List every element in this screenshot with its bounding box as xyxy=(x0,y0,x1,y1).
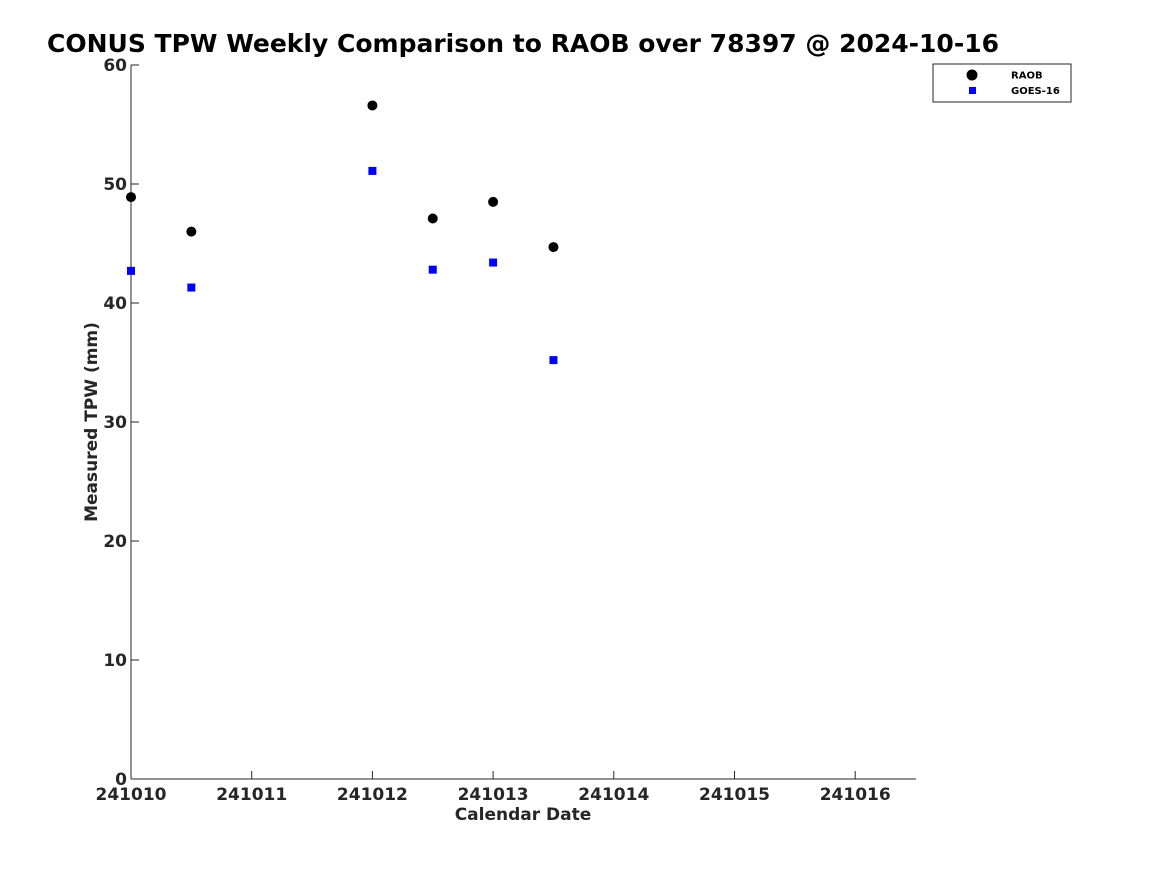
plot-area xyxy=(130,65,916,780)
y-tick-label: 30 xyxy=(103,413,127,433)
x-tick-label: 241012 xyxy=(337,785,408,805)
x-axis-label: Calendar Date xyxy=(455,805,592,825)
x-tick-label: 241010 xyxy=(96,785,167,805)
chart-title: CONUS TPW Weekly Comparison to RAOB over… xyxy=(47,29,999,58)
raob-point xyxy=(488,196,499,207)
x-tick-label: 241014 xyxy=(578,785,649,805)
legend-goes-label: GOES-16 xyxy=(1011,86,1060,97)
raob-point xyxy=(186,226,197,237)
y-tick-label: 60 xyxy=(103,56,127,76)
raob-point xyxy=(367,100,378,111)
y-tick-label: 20 xyxy=(103,532,127,552)
x-tick-label: 241016 xyxy=(820,785,891,805)
y-axis-ticks: 0 10 20 30 40 50 60 xyxy=(103,56,139,790)
x-tick-label: 241013 xyxy=(458,785,529,805)
goes-16-point xyxy=(187,283,196,292)
y-axis-label: Measured TPW (mm) xyxy=(82,322,102,522)
y-tick-label: 0 xyxy=(115,770,127,790)
x-tick-label: 241015 xyxy=(699,785,770,805)
goes-16-point xyxy=(127,266,135,275)
legend: RAOB GOES-16 xyxy=(932,63,1072,103)
raob-point xyxy=(548,242,559,253)
raob-point xyxy=(427,213,438,224)
y-tick-label: 10 xyxy=(103,651,127,671)
x-tick-label: 241011 xyxy=(216,785,287,805)
legend-box xyxy=(932,63,1072,103)
goes-16-point xyxy=(428,265,437,274)
goes-16-point xyxy=(489,258,498,267)
legend-raob-label: RAOB xyxy=(1011,71,1043,82)
y-tick-label: 40 xyxy=(103,294,127,314)
goes-16-point xyxy=(368,166,377,175)
legend-raob-marker xyxy=(966,69,978,81)
x-axis-ticks: 241010 241011 241012 241013 241014 241015 2410… xyxy=(96,771,891,805)
raob-point xyxy=(126,192,136,203)
goes-16-point xyxy=(549,356,558,365)
legend-goes-marker xyxy=(969,87,976,94)
y-tick-label: 50 xyxy=(103,175,127,195)
data-points xyxy=(126,100,559,365)
